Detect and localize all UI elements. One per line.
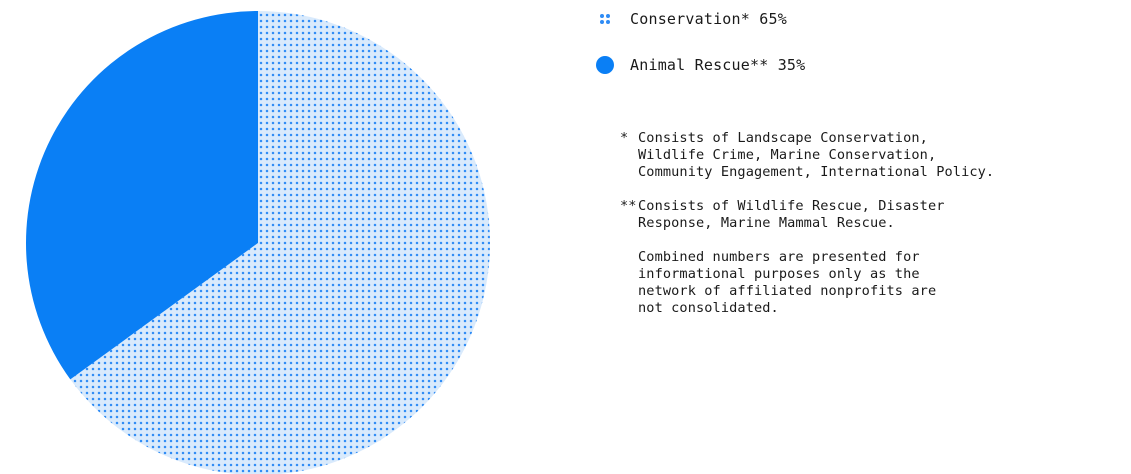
footnote-marker: * — [620, 130, 629, 146]
legend-label-conservation: Conservation* 65% — [630, 10, 787, 28]
footnote-text: Consists of Landscape Conservation, Wild… — [638, 130, 995, 180]
pie-slice-conservation — [70, 11, 490, 474]
chart-legend: Conservation* 65% Animal Rescue** 35% — [596, 6, 1116, 98]
legend-item-animal-rescue: Animal Rescue** 35% — [596, 52, 1116, 78]
dotted-circle-icon — [596, 10, 614, 28]
footnote-conservation: * Consists of Landscape Conservation, Wi… — [620, 130, 1120, 181]
disclaimer-text: Combined numbers are presented for infor… — [638, 249, 937, 316]
solid-circle-icon — [596, 56, 614, 74]
pie-chart-svg — [25, 11, 490, 474]
footnote-text: Consists of Wildlife Rescue, Disaster Re… — [638, 198, 945, 231]
legend-item-conservation: Conservation* 65% — [596, 6, 1116, 32]
footnote-marker: ** — [620, 198, 637, 214]
footnotes: * Consists of Landscape Conservation, Wi… — [620, 130, 1120, 317]
pie-slices — [25, 11, 490, 474]
pie-slice-animal-rescue — [25, 11, 259, 380]
legend-label-animal-rescue: Animal Rescue** 35% — [630, 56, 806, 74]
footnote-animal-rescue: ** Consists of Wildlife Rescue, Disaster… — [620, 198, 1120, 232]
pie-chart — [0, 0, 520, 474]
